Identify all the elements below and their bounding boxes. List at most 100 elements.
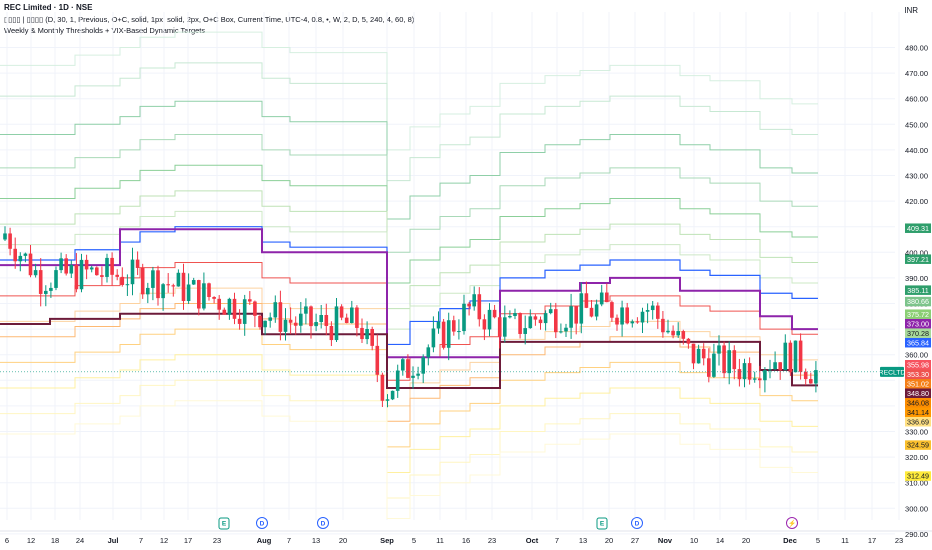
price-label-box xyxy=(905,318,931,329)
candle-body xyxy=(671,330,675,336)
candle-body xyxy=(717,345,721,354)
time-tick-label: 12 xyxy=(27,536,35,545)
event-label: E xyxy=(222,521,227,528)
threshold-line xyxy=(0,354,818,473)
dividend-icon xyxy=(317,517,329,529)
candle-body xyxy=(482,319,487,330)
candle-body xyxy=(339,306,344,318)
candle-body xyxy=(416,373,420,376)
candle-body xyxy=(472,294,476,307)
candle-body xyxy=(258,315,262,328)
time-tick-label: 20 xyxy=(742,536,750,545)
threshold-line xyxy=(0,400,818,520)
candle-body xyxy=(686,338,691,344)
time-tick-label: Nov xyxy=(658,536,673,545)
candle-body xyxy=(814,370,818,384)
candle-body xyxy=(350,307,354,323)
split-icon xyxy=(786,517,798,529)
candle-body xyxy=(441,321,446,348)
price-label: 370.28 xyxy=(907,329,929,338)
candle-body xyxy=(401,359,405,371)
price-tick-label: 440.00 xyxy=(905,146,928,155)
candle-body xyxy=(186,284,191,302)
event-label: ⚡ xyxy=(788,520,796,528)
time-tick-label: 17 xyxy=(868,536,876,545)
candle-body xyxy=(370,328,374,346)
candle-body xyxy=(329,325,334,341)
candle-body xyxy=(130,259,135,285)
candle-body xyxy=(217,298,221,310)
price-label: 375.72 xyxy=(907,310,929,319)
threshold-line xyxy=(0,100,818,220)
candle-body xyxy=(115,274,119,277)
candle-body xyxy=(110,257,114,275)
indicator-name[interactable]: Weekly & Monthly Thresholds + VIX-Based … xyxy=(4,26,206,35)
candle-body xyxy=(564,327,568,332)
time-tick-label: Dec xyxy=(783,536,797,545)
time-tick-label: 7 xyxy=(139,536,143,545)
candle-body xyxy=(309,306,313,327)
candle-body xyxy=(569,306,573,328)
dividend-icon xyxy=(256,517,268,529)
candle-body xyxy=(431,328,436,348)
time-tick-label: 24 xyxy=(76,536,84,545)
candle-body xyxy=(79,259,84,290)
candle-body xyxy=(151,270,155,288)
candle-body xyxy=(125,284,130,286)
price-label-box xyxy=(905,369,931,379)
candle-body xyxy=(146,287,150,295)
candle-body xyxy=(681,331,686,339)
candle-body xyxy=(635,321,640,323)
candle-body xyxy=(513,313,517,317)
candle-body xyxy=(100,275,104,277)
candle-body xyxy=(538,319,543,324)
candle-body xyxy=(599,292,604,305)
price-label: 348.80 xyxy=(907,389,929,398)
candle-body xyxy=(492,309,497,318)
candle-body xyxy=(44,290,48,294)
chart-title: REC Limited · 1D · NSE xyxy=(4,3,93,12)
candle-body xyxy=(273,302,278,318)
threshold-line xyxy=(0,287,818,407)
candle-body xyxy=(584,293,589,308)
time-tick-label: Aug xyxy=(257,536,272,545)
candle-body xyxy=(314,322,318,327)
candle-body xyxy=(283,319,288,332)
time-tick-label: 5 xyxy=(412,536,416,545)
candle-body xyxy=(355,307,359,328)
candle-body xyxy=(171,285,176,287)
candle-body xyxy=(33,270,38,276)
price-tick-label: 420.00 xyxy=(905,197,928,206)
candle-body xyxy=(8,233,12,249)
indicator-params[interactable]: ▯▯▯▯ | ▯▯▯▯ (D, 30, 1, Previous, O+C, so… xyxy=(4,15,415,24)
price-label-box xyxy=(905,337,931,348)
candle-body xyxy=(385,399,390,401)
price-tick-label: 460.00 xyxy=(905,95,928,104)
candle-body xyxy=(375,345,380,375)
candle-body xyxy=(304,306,308,314)
candle-body xyxy=(574,306,578,324)
candle-body xyxy=(436,321,441,329)
price-tick-label: 310.00 xyxy=(905,479,928,488)
price-label-box xyxy=(905,388,931,398)
candle-body xyxy=(809,379,813,384)
candle-body xyxy=(299,313,303,326)
price-label: 324.59 xyxy=(907,441,929,450)
candles xyxy=(0,226,895,408)
candle-body xyxy=(773,362,777,370)
candle-body xyxy=(452,320,456,332)
price-tick-label: 430.00 xyxy=(905,172,928,181)
price-tick-label: 450.00 xyxy=(905,120,928,129)
threshold-line xyxy=(0,134,818,253)
candle-body xyxy=(64,258,68,274)
price-label-box xyxy=(905,378,931,389)
price-tick-label: 470.00 xyxy=(905,69,928,78)
candle-body xyxy=(319,314,323,323)
currency-label[interactable]: INR xyxy=(904,6,918,15)
time-tick-label: 11 xyxy=(436,536,444,545)
event-label: E xyxy=(600,521,605,528)
candle-body xyxy=(212,296,216,299)
candle-body xyxy=(95,267,99,276)
candle-body xyxy=(344,317,349,323)
